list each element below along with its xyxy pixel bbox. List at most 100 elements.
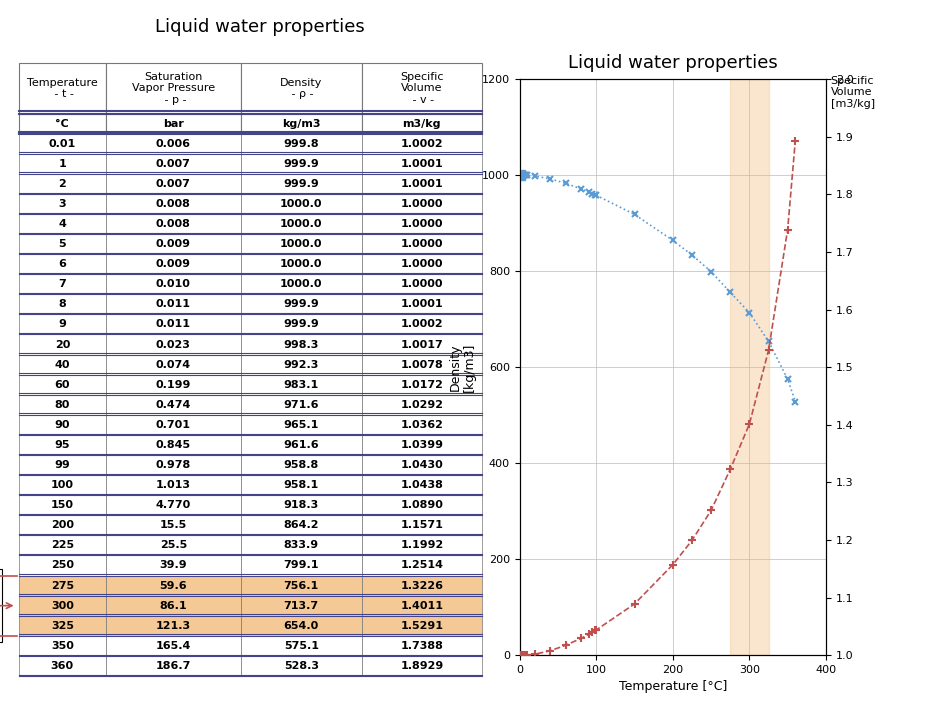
Text: 6: 6: [58, 259, 66, 269]
Text: 1.0399: 1.0399: [400, 440, 443, 450]
FancyBboxPatch shape: [241, 114, 362, 134]
Text: 1.0000: 1.0000: [400, 259, 442, 269]
FancyBboxPatch shape: [362, 374, 482, 395]
FancyBboxPatch shape: [106, 555, 241, 575]
Text: 1.7388: 1.7388: [400, 641, 443, 651]
Text: 961.6: 961.6: [283, 440, 319, 450]
Text: 7: 7: [58, 279, 66, 289]
FancyBboxPatch shape: [106, 395, 241, 415]
FancyBboxPatch shape: [19, 354, 106, 374]
Text: 1.0292: 1.0292: [400, 400, 443, 410]
FancyBboxPatch shape: [106, 254, 241, 274]
Text: 1000.0: 1000.0: [280, 239, 322, 249]
FancyBboxPatch shape: [19, 656, 106, 676]
Text: 1000.0: 1000.0: [280, 219, 322, 229]
Text: 918.3: 918.3: [284, 500, 319, 510]
FancyBboxPatch shape: [241, 656, 362, 676]
Text: 90: 90: [55, 420, 70, 430]
FancyBboxPatch shape: [241, 134, 362, 153]
FancyBboxPatch shape: [241, 274, 362, 294]
FancyBboxPatch shape: [362, 153, 482, 174]
Text: 833.9: 833.9: [284, 541, 319, 550]
FancyBboxPatch shape: [241, 153, 362, 174]
Bar: [730, 79, 768, 655]
FancyBboxPatch shape: [241, 374, 362, 395]
FancyBboxPatch shape: [362, 575, 482, 595]
FancyBboxPatch shape: [106, 294, 241, 315]
Text: 1.4011: 1.4011: [400, 600, 443, 611]
Text: 0.006: 0.006: [156, 139, 191, 148]
FancyBboxPatch shape: [362, 435, 482, 455]
Text: 971.6: 971.6: [283, 400, 319, 410]
Text: 1.0001: 1.0001: [400, 158, 443, 168]
Text: Specific
Volume
 - v -: Specific Volume - v -: [400, 72, 443, 105]
Text: 965.1: 965.1: [284, 420, 319, 430]
FancyBboxPatch shape: [106, 63, 241, 114]
FancyBboxPatch shape: [106, 636, 241, 656]
FancyBboxPatch shape: [362, 294, 482, 315]
FancyBboxPatch shape: [106, 374, 241, 395]
FancyBboxPatch shape: [19, 415, 106, 435]
Text: 325: 325: [51, 621, 74, 631]
FancyBboxPatch shape: [241, 63, 362, 114]
Text: 0.009: 0.009: [156, 239, 191, 249]
FancyBboxPatch shape: [19, 475, 106, 495]
Text: 25.5: 25.5: [159, 541, 186, 550]
FancyBboxPatch shape: [362, 194, 482, 214]
Text: 99: 99: [55, 460, 70, 470]
FancyBboxPatch shape: [106, 575, 241, 595]
Text: 0.011: 0.011: [156, 320, 191, 330]
Text: 0.011: 0.011: [156, 300, 191, 310]
Text: 1.0017: 1.0017: [400, 340, 443, 349]
FancyBboxPatch shape: [106, 595, 241, 616]
FancyBboxPatch shape: [106, 153, 241, 174]
FancyBboxPatch shape: [362, 455, 482, 475]
FancyBboxPatch shape: [241, 595, 362, 616]
FancyBboxPatch shape: [106, 134, 241, 153]
Text: 2: 2: [58, 179, 66, 189]
Text: 1.0000: 1.0000: [400, 199, 442, 209]
FancyBboxPatch shape: [362, 475, 482, 495]
FancyBboxPatch shape: [106, 174, 241, 194]
Text: 3: 3: [58, 199, 66, 209]
FancyBboxPatch shape: [241, 174, 362, 194]
FancyBboxPatch shape: [362, 395, 482, 415]
FancyBboxPatch shape: [19, 134, 106, 153]
FancyBboxPatch shape: [106, 114, 241, 134]
Text: 0.474: 0.474: [156, 400, 191, 410]
Text: 300: 300: [51, 600, 74, 611]
Text: 1.013: 1.013: [156, 480, 191, 490]
Text: 60: 60: [55, 379, 70, 390]
FancyBboxPatch shape: [19, 194, 106, 214]
FancyBboxPatch shape: [241, 354, 362, 374]
FancyBboxPatch shape: [362, 174, 482, 194]
FancyBboxPatch shape: [19, 274, 106, 294]
Text: 0.008: 0.008: [156, 199, 191, 209]
FancyBboxPatch shape: [19, 114, 106, 134]
FancyBboxPatch shape: [106, 455, 241, 475]
FancyBboxPatch shape: [106, 536, 241, 555]
FancyBboxPatch shape: [106, 516, 241, 536]
Text: 8: 8: [58, 300, 66, 310]
Text: 999.9: 999.9: [283, 320, 319, 330]
FancyBboxPatch shape: [106, 475, 241, 495]
Text: kg/m3: kg/m3: [282, 119, 320, 129]
FancyBboxPatch shape: [106, 495, 241, 516]
Text: 150: 150: [51, 500, 74, 510]
FancyBboxPatch shape: [362, 555, 482, 575]
FancyBboxPatch shape: [362, 315, 482, 335]
Text: 225: 225: [51, 541, 74, 550]
Text: 350: 350: [51, 641, 74, 651]
FancyBboxPatch shape: [19, 335, 106, 354]
Text: 1000.0: 1000.0: [280, 279, 322, 289]
Text: Saturation
Vapor Pressure
 - p -: Saturation Vapor Pressure - p -: [132, 72, 215, 105]
FancyBboxPatch shape: [106, 194, 241, 214]
Text: 0.978: 0.978: [156, 460, 191, 470]
Text: 958.8: 958.8: [284, 460, 319, 470]
Text: 1.1992: 1.1992: [400, 541, 443, 550]
Text: m3/kg: m3/kg: [402, 119, 440, 129]
FancyBboxPatch shape: [241, 395, 362, 415]
Text: 250: 250: [51, 560, 74, 570]
FancyBboxPatch shape: [19, 595, 106, 616]
FancyBboxPatch shape: [19, 214, 106, 234]
